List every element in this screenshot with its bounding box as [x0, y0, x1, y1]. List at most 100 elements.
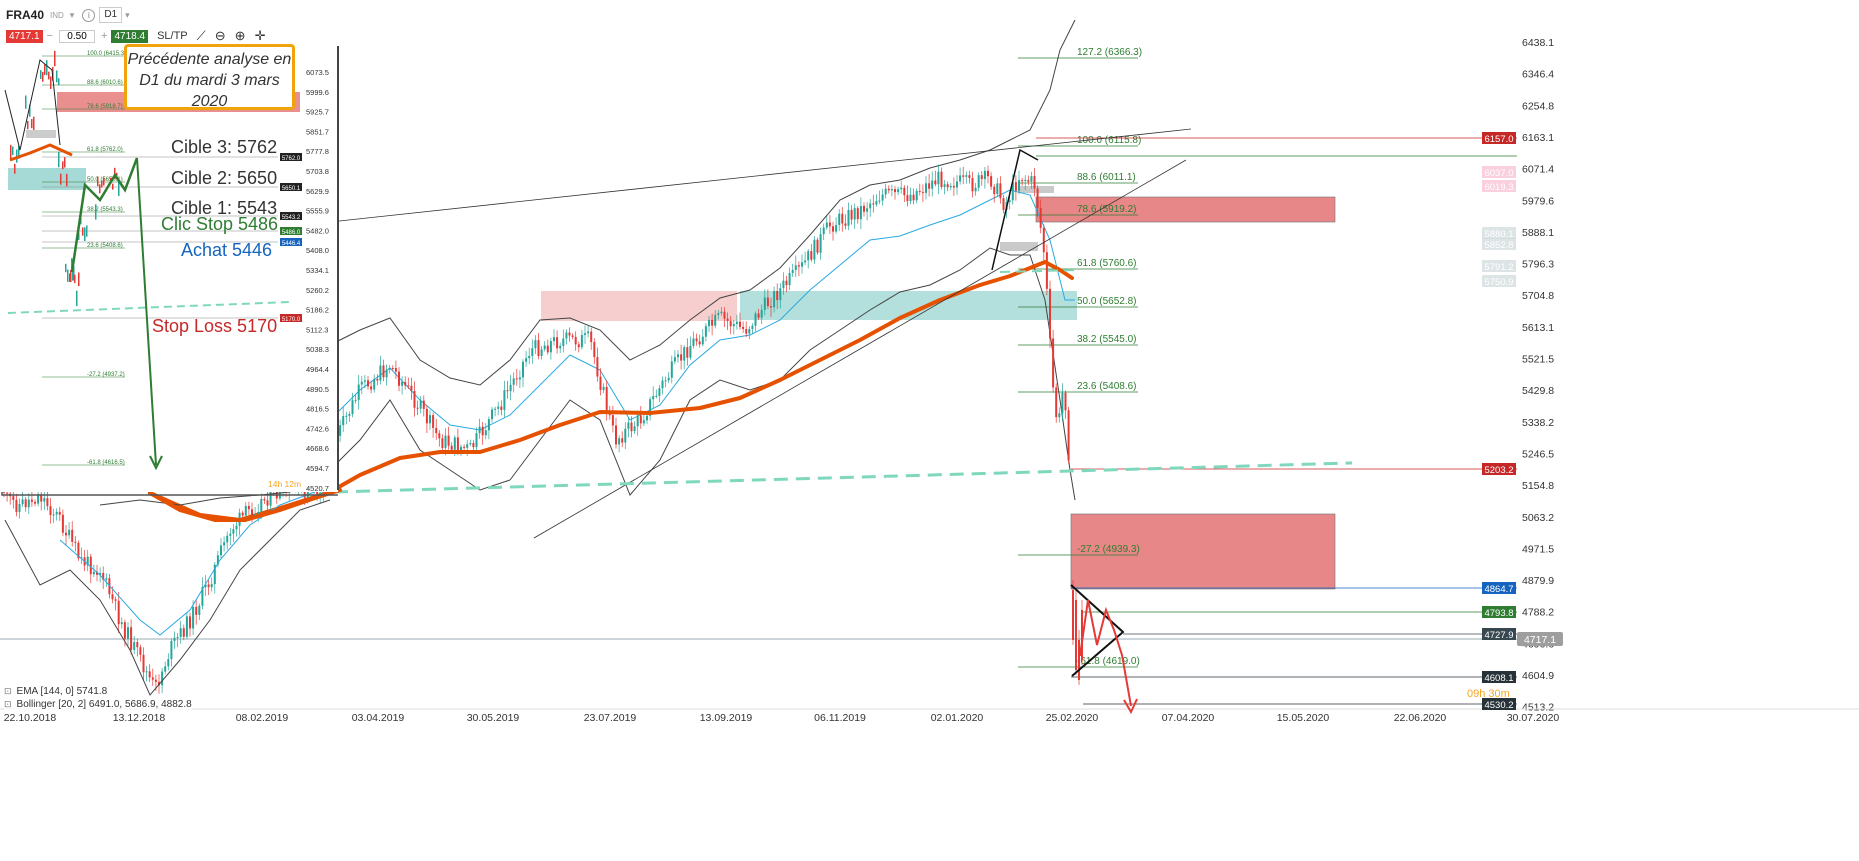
inset-candle: [12, 146, 14, 156]
candle-body: [791, 269, 794, 274]
candle-body: [500, 406, 503, 410]
candle-body: [15, 499, 18, 512]
candle-body: [469, 443, 472, 445]
inset-y-label: 5482.0: [306, 226, 329, 235]
candle-body: [804, 260, 807, 263]
inset-candle: [118, 181, 120, 196]
candle-body: [1008, 200, 1011, 202]
crosshair-icon[interactable]: ✛: [254, 28, 266, 43]
inset-fib-label: 78.6 (5918.7): [87, 104, 123, 110]
inset-y-label: 5408.0: [306, 246, 329, 255]
candle-body: [447, 435, 450, 446]
candle-body: [698, 341, 701, 345]
candle-body: [422, 400, 425, 409]
candle-body: [618, 438, 621, 445]
candle-body: [235, 525, 238, 530]
candle-body: [915, 190, 918, 201]
candle-body: [456, 437, 459, 452]
candle-body: [1045, 252, 1048, 289]
candle-body: [24, 499, 27, 508]
candle-body: [580, 335, 583, 348]
inset-candle: [99, 184, 101, 194]
y-axis-tick-label: 5338.2: [1522, 417, 1554, 429]
gray-zone: [1018, 186, 1054, 193]
ask-price[interactable]: 4718.4: [111, 29, 149, 43]
candle-body: [587, 331, 590, 334]
candle-body: [201, 587, 204, 606]
candle-body: [438, 433, 441, 439]
inset-price-tag: [280, 183, 302, 191]
candle-body: [863, 205, 865, 212]
candle-body: [714, 314, 717, 326]
inset-candle: [62, 161, 64, 170]
inset-candle: [50, 76, 52, 90]
candle-body: [546, 345, 549, 353]
inset-fib-label: -27.2 (4937.2): [87, 372, 125, 378]
candle-body: [139, 647, 142, 655]
candle-body: [983, 170, 986, 180]
candle-body: [189, 616, 191, 629]
candle-body: [185, 616, 188, 637]
dropdown-icon[interactable]: ▾: [69, 9, 75, 20]
candle-body: [151, 677, 154, 680]
ema-legend-text: EMA [144, 0] 5741.8: [16, 686, 108, 697]
candle-body: [686, 347, 689, 358]
candle-body: [339, 425, 342, 436]
target-3-label: Cible 3: 5762: [171, 137, 278, 157]
ema-legend[interactable]: ⊡ EMA [144, 0] 5741.8: [4, 686, 108, 697]
fib-level-label: 127.2 (6366.3): [1077, 47, 1142, 58]
chevron-down-icon[interactable]: ▾: [125, 9, 130, 20]
info-icon[interactable]: i: [82, 8, 96, 22]
candle-body: [226, 535, 229, 543]
inset-y-label: 5925.7: [306, 108, 329, 117]
candle-body: [398, 371, 400, 386]
symbol-name[interactable]: FRA40: [6, 8, 45, 22]
candle-body: [680, 354, 683, 361]
faded-price-tag: [1482, 275, 1516, 287]
timeframe-select[interactable]: D1: [99, 7, 123, 23]
candle-body: [652, 396, 655, 400]
inset-y-label: 5629.9: [306, 187, 329, 196]
candle-body: [401, 381, 404, 386]
candle-body: [158, 681, 160, 686]
candle-body: [244, 505, 247, 516]
sltp-button[interactable]: SL/TP: [157, 30, 188, 42]
zoom-out-icon[interactable]: ⊖: [214, 28, 226, 43]
candle-body: [664, 380, 667, 382]
candle-body: [360, 381, 363, 385]
candle-body: [925, 183, 927, 193]
line-tool-icon[interactable]: ⟋: [196, 28, 206, 43]
bollinger-legend[interactable]: ⊡ Bollinger [20, 2] 6491.0, 5686.9, 4882…: [4, 699, 192, 710]
inset-price-tag: [280, 227, 302, 235]
inset-candle: [67, 269, 69, 282]
quantity-input[interactable]: 0.50: [59, 29, 96, 43]
inset-y-label: 4742.6: [306, 424, 329, 433]
candle-body: [708, 319, 710, 327]
zoom-in-icon[interactable]: ⊕: [234, 28, 246, 43]
visibility-icon[interactable]: ⊡: [4, 699, 12, 709]
inset-price-tag-label: 5170.0: [282, 317, 301, 323]
bollinger-lower-band: [4, 499, 331, 696]
inset-candle: [25, 95, 27, 109]
y-axis-tick-label: 5246.5: [1522, 448, 1554, 460]
minus-icon[interactable]: −: [46, 30, 54, 42]
candle-body: [859, 205, 862, 220]
candle-body: [987, 170, 989, 177]
candle-body: [658, 388, 661, 396]
inset-candle: [86, 225, 88, 237]
y-axis-tick-label: 6071.4: [1522, 164, 1554, 176]
fib-level-label: 50.0 (5652.8): [1077, 296, 1137, 307]
visibility-icon[interactable]: ⊡: [4, 686, 12, 696]
bid-price[interactable]: 4717.1: [6, 29, 43, 43]
candle-body: [611, 415, 614, 426]
candle-body: [1036, 188, 1039, 208]
bollinger-lower-band: [329, 247, 1076, 501]
candle-body: [145, 671, 148, 673]
candle-body: [192, 606, 195, 629]
price-tag: [1482, 582, 1516, 594]
trailing-stop-label: Clic Stop 5486: [161, 214, 279, 234]
plus-icon[interactable]: +: [101, 30, 108, 42]
candle-body: [1002, 198, 1005, 210]
inset-candle: [70, 269, 72, 282]
